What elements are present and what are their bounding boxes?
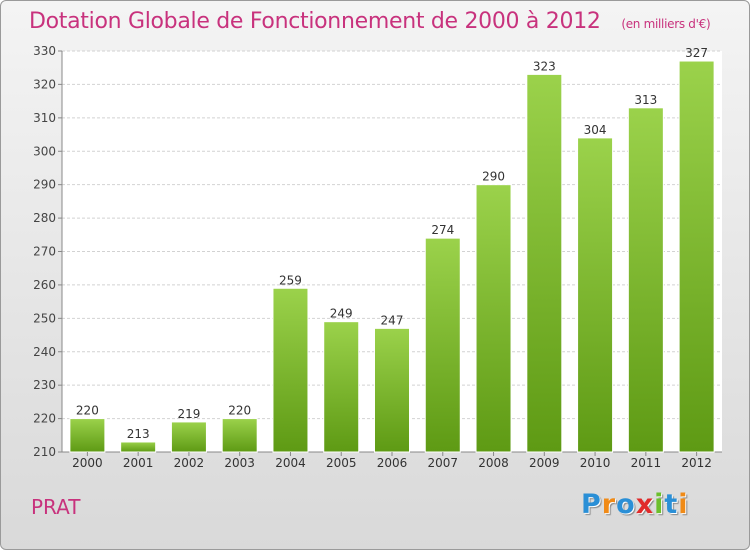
logo-letter: i bbox=[654, 489, 665, 520]
y-tick-label: 320 bbox=[33, 77, 56, 91]
data-label-2006: 247 bbox=[381, 313, 404, 327]
y-tick-label: 230 bbox=[33, 378, 56, 392]
x-tick-label-2001: 2001 bbox=[123, 456, 154, 470]
bar-2010 bbox=[577, 137, 614, 453]
x-tick-label-2011: 2011 bbox=[631, 456, 662, 470]
chart-unit: (en milliers d'€) bbox=[621, 17, 711, 31]
x-tick-label-2012: 2012 bbox=[681, 456, 712, 470]
chart-title: Dotation Globale de Fonctionnement de 20… bbox=[29, 9, 711, 34]
bar-2008 bbox=[475, 184, 512, 453]
logo-letter: P bbox=[581, 489, 602, 520]
data-label-2007: 274 bbox=[431, 223, 454, 237]
bar-2007 bbox=[424, 237, 461, 453]
logo-letter: o bbox=[616, 489, 636, 520]
logo-letter: i bbox=[678, 489, 689, 520]
y-tick-label: 220 bbox=[33, 412, 56, 426]
bar-2000 bbox=[69, 418, 106, 453]
bar-2002 bbox=[170, 421, 207, 453]
data-label-2004: 259 bbox=[279, 273, 302, 287]
x-tick-label-2000: 2000 bbox=[72, 456, 103, 470]
data-label-2010: 304 bbox=[584, 123, 607, 137]
x-tick-label-2003: 2003 bbox=[224, 456, 255, 470]
data-label-2008: 290 bbox=[482, 170, 505, 184]
logo-letter: x bbox=[635, 489, 655, 520]
bar-2001 bbox=[120, 441, 157, 453]
y-tick-label: 270 bbox=[33, 245, 56, 259]
proxiti-logo: Proxiti bbox=[581, 489, 689, 520]
data-label-2000: 220 bbox=[76, 404, 99, 418]
y-tick-label: 250 bbox=[33, 311, 56, 325]
y-tick-label: 330 bbox=[33, 44, 56, 58]
x-tick-label-2010: 2010 bbox=[580, 456, 611, 470]
x-tick-label-2009: 2009 bbox=[529, 456, 560, 470]
bar-2009 bbox=[526, 73, 563, 453]
data-label-2011: 313 bbox=[634, 93, 657, 107]
data-label-2005: 249 bbox=[330, 307, 353, 321]
bar-2004 bbox=[272, 287, 309, 453]
x-tick-label-2005: 2005 bbox=[326, 456, 357, 470]
logo-letter: r bbox=[601, 489, 617, 520]
bar-2005 bbox=[323, 321, 360, 453]
y-tick-label: 240 bbox=[33, 345, 56, 359]
y-tick-label: 210 bbox=[33, 445, 56, 459]
x-tick-label-2006: 2006 bbox=[377, 456, 408, 470]
bar-2012 bbox=[678, 60, 715, 453]
y-tick-label: 300 bbox=[33, 144, 56, 158]
bar-2011 bbox=[627, 107, 664, 453]
y-tick-label: 280 bbox=[33, 211, 56, 225]
x-tick-label-2007: 2007 bbox=[427, 456, 458, 470]
data-label-2003: 220 bbox=[228, 404, 251, 418]
y-tick-label: 290 bbox=[33, 178, 56, 192]
data-label-2009: 323 bbox=[533, 59, 556, 73]
x-tick-label-2008: 2008 bbox=[478, 456, 509, 470]
bar-2006 bbox=[374, 327, 410, 453]
y-tick-label: 260 bbox=[33, 278, 56, 292]
data-label-2001: 213 bbox=[127, 427, 150, 441]
data-label-2012: 327 bbox=[685, 46, 708, 60]
bar-2003 bbox=[221, 418, 258, 453]
x-tick-label-2004: 2004 bbox=[275, 456, 306, 470]
chart-title-text: Dotation Globale de Fonctionnement de 20… bbox=[29, 9, 601, 34]
x-tick-label-2002: 2002 bbox=[174, 456, 205, 470]
logo-letter: t bbox=[664, 489, 679, 520]
y-tick-label: 310 bbox=[33, 111, 56, 125]
data-label-2002: 219 bbox=[177, 407, 200, 421]
place-name: PRAT bbox=[31, 495, 81, 519]
